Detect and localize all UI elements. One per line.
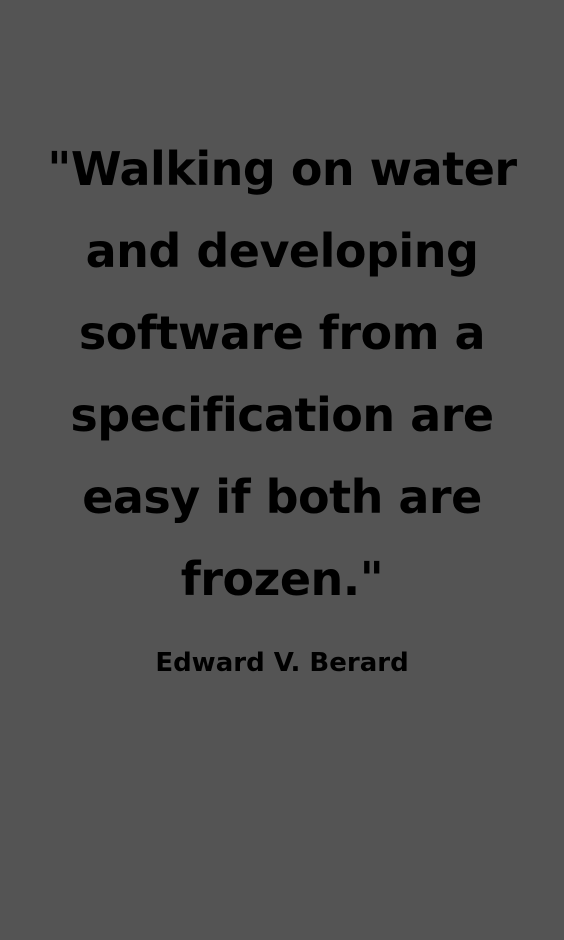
quote-line: easy if both are bbox=[82, 470, 482, 524]
quote-text: "Walking on water and developing softwar… bbox=[12, 128, 552, 620]
quote-line: specification are bbox=[70, 388, 494, 442]
quote-line: frozen." bbox=[180, 552, 384, 606]
quote-line: "Walking on water bbox=[47, 142, 517, 196]
quote-line: software from a bbox=[78, 306, 486, 360]
quote-author: Edward V. Berard bbox=[155, 648, 409, 678]
quote-line: and developing bbox=[85, 224, 479, 278]
